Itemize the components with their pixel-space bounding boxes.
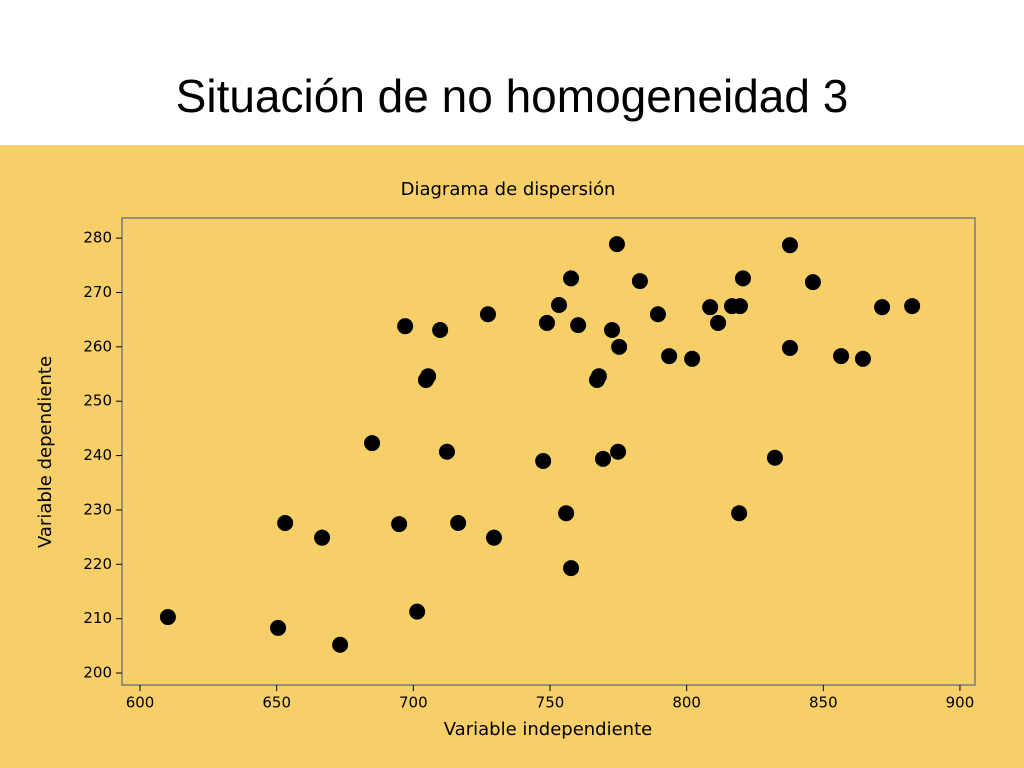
y-tick-label: 260: [83, 337, 112, 355]
y-axis-label: Variable dependiente: [35, 356, 56, 548]
point: [731, 298, 748, 315]
point: [854, 350, 871, 367]
point: [904, 298, 921, 315]
y-tick-label: 210: [83, 609, 112, 627]
point: [631, 273, 648, 290]
point: [570, 317, 587, 334]
point: [535, 453, 552, 470]
point: [702, 299, 719, 316]
x-tick-label: 650: [262, 694, 291, 712]
point: [874, 299, 891, 316]
x-tick-label: 700: [399, 694, 428, 712]
point: [804, 274, 821, 291]
point: [833, 348, 850, 365]
x-tick-label: 600: [126, 694, 155, 712]
x-axis-label: Variable independiente: [444, 719, 652, 740]
point: [558, 505, 575, 522]
y-tick-label: 270: [83, 283, 112, 301]
point: [450, 514, 467, 531]
point: [485, 529, 502, 546]
point: [270, 619, 287, 636]
point: [734, 270, 751, 287]
point: [432, 321, 449, 338]
x-tick-label: 800: [672, 694, 701, 712]
y-tick-label: 230: [83, 500, 112, 518]
slide-title: Situación de no homogeneidad 3: [176, 70, 849, 122]
point: [684, 350, 701, 367]
point: [420, 368, 437, 385]
point: [595, 450, 612, 467]
y-tick-label: 240: [83, 446, 112, 464]
x-tick-label: 850: [809, 694, 838, 712]
point: [608, 236, 625, 253]
plot-frame: [121, 217, 976, 686]
point: [332, 636, 349, 653]
point: [397, 318, 414, 335]
point: [590, 368, 607, 385]
x-tick-label: 900: [946, 694, 975, 712]
y-tick-label: 200: [83, 664, 112, 682]
point: [604, 321, 621, 338]
point: [731, 505, 748, 522]
point: [563, 270, 580, 287]
point: [538, 314, 555, 331]
point: [551, 296, 568, 313]
point: [391, 516, 408, 533]
point: [781, 339, 798, 356]
point: [479, 306, 496, 323]
point: [364, 435, 381, 452]
y-tick-label: 250: [83, 392, 112, 410]
point: [277, 514, 294, 531]
point: [611, 338, 628, 355]
point: [661, 348, 678, 365]
point: [710, 314, 727, 331]
chart-title: Diagrama de dispersión: [401, 179, 616, 200]
point: [563, 560, 580, 577]
chart-background: [0, 145, 1024, 768]
point: [781, 237, 798, 254]
point: [314, 529, 331, 546]
x-tick-label: 750: [536, 694, 565, 712]
y-tick-label: 280: [83, 229, 112, 247]
y-tick-label: 220: [83, 555, 112, 573]
point: [159, 609, 176, 626]
point: [438, 443, 455, 460]
point: [766, 449, 783, 466]
point: [649, 306, 666, 323]
point: [409, 603, 426, 620]
point: [610, 443, 627, 460]
